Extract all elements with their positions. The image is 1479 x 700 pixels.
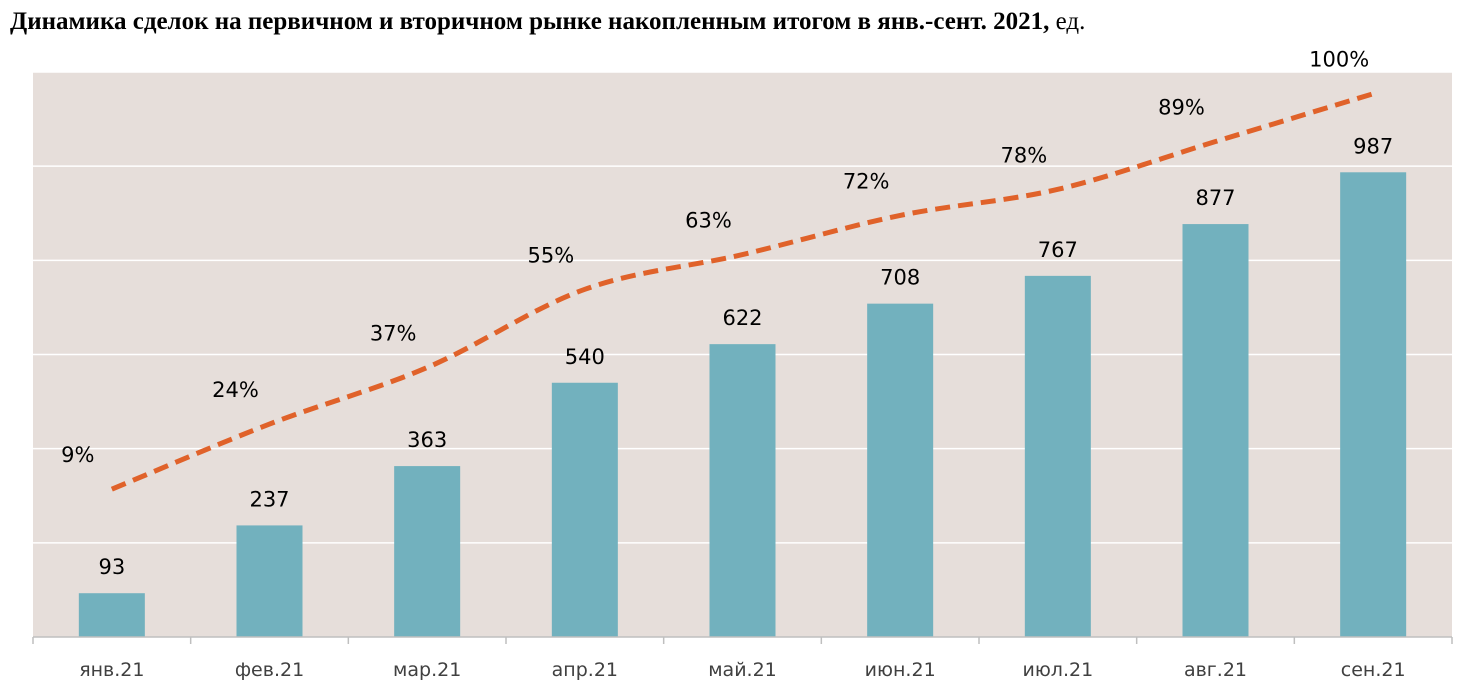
line-data-label: 89% [1158, 96, 1205, 120]
bar [551, 382, 618, 637]
x-tick-label: янв.21 [79, 659, 144, 681]
bar [867, 303, 934, 637]
bar-data-label: 877 [1195, 186, 1235, 210]
bar [1024, 275, 1091, 637]
bar [1182, 224, 1249, 637]
bar [78, 593, 145, 637]
line-data-label: 72% [843, 169, 890, 193]
line-data-label: 24% [212, 378, 259, 402]
bar-data-label: 987 [1353, 134, 1393, 158]
bar-data-labels: 93 237 363 540 622 708 767 877 987 [98, 134, 1393, 579]
bar-data-label: 540 [565, 345, 605, 369]
bar-data-label: 622 [722, 306, 762, 330]
bar [1340, 172, 1407, 637]
x-tick-label: мар.21 [393, 659, 461, 681]
x-axis [32, 636, 1453, 644]
line-data-label: 37% [370, 322, 417, 346]
x-tick-label: авг.21 [1184, 659, 1247, 681]
x-tick-label: июн.21 [865, 659, 936, 681]
bar-series [78, 172, 1407, 637]
chart-title-main: Динамика сделок на первичном и вторичном… [10, 8, 1050, 35]
line-data-label: 55% [527, 243, 574, 267]
line-data-label: 100% [1309, 48, 1369, 72]
bar [709, 344, 776, 637]
x-tick-label: сен.21 [1341, 659, 1406, 681]
x-tick-label: июл.21 [1022, 659, 1093, 681]
line-data-label: 63% [685, 209, 732, 233]
bar [236, 525, 303, 637]
bar-data-label: 767 [1038, 238, 1078, 262]
chart-title: Динамика сделок на первичном и вторичном… [10, 8, 1085, 36]
bar-data-label: 363 [407, 428, 447, 452]
line-data-label: 9% [61, 443, 94, 467]
x-tick-label: фев.21 [235, 659, 304, 681]
bar-data-label: 237 [249, 487, 289, 511]
line-data-label: 78% [1000, 143, 1047, 167]
chart-title-unit: ед. [1055, 8, 1086, 35]
x-tick-labels: янв.21 фев.21 мар.21 апр.21 май.21 июн.21 июл.… [79, 659, 1405, 681]
x-tick-label: апр.21 [552, 659, 618, 681]
line-data-labels: 9% 24% 37% 55% 63% 72% 78% 89% 100% [61, 48, 1369, 468]
x-tick-label: май.21 [708, 659, 777, 681]
bar-data-label: 93 [98, 555, 125, 579]
bar-data-label: 708 [880, 266, 920, 290]
bar [394, 466, 461, 637]
percent-line [110, 91, 1374, 492]
